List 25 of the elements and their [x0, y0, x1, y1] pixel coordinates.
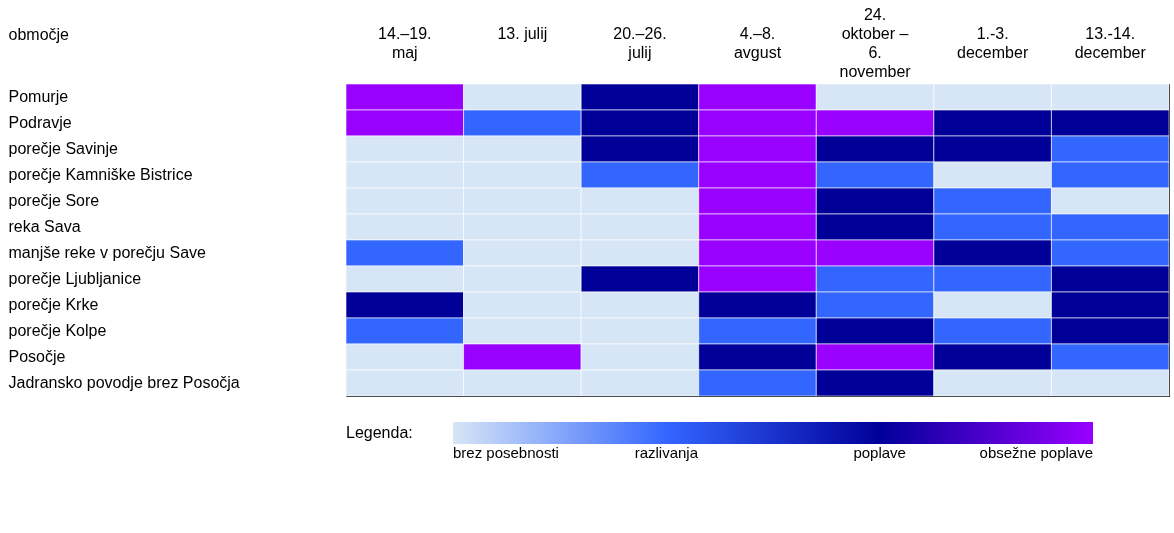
x-tick-label: 24. oktober – 6. november — [839, 5, 912, 80]
y-tick-label: Podravje — [8, 114, 72, 131]
color-bar-label: brez posebnosti — [453, 444, 559, 461]
color-bar-label: poplave — [853, 444, 906, 461]
y-tick-label: Jadransko povodje brez Posočja — [8, 374, 240, 391]
x-tick-label: 13. julij — [497, 24, 548, 42]
y-tick-label: porečje Kolpe — [8, 322, 107, 339]
y-tick-label: porečje Savinje — [8, 140, 118, 157]
y-tick-label: porečje Kamniške Bistrice — [8, 166, 193, 183]
x-tick-label: 13.-14. december — [1074, 24, 1147, 61]
x-tick-label: 14.–19. maj — [378, 24, 432, 61]
y-tick-label: manjše reke v porečju Save — [8, 244, 207, 261]
y-tick-label: porečje Sore — [8, 192, 100, 209]
y-tick-label: Pomurje — [8, 88, 69, 105]
y-tick-label: porečje Ljubljanice — [8, 270, 142, 287]
y-axis-title: območje — [8, 25, 70, 43]
x-tick-label: 1.-3. december — [957, 24, 1029, 61]
y-tick-label: porečje Krke — [8, 296, 99, 313]
x-tick-label: 20.–26. julij — [613, 24, 667, 61]
y-tick-label: Posočje — [8, 348, 66, 365]
y-tick-label: reka Sava — [8, 218, 81, 235]
color-bar-label: obsežne poplave — [979, 444, 1093, 461]
color-bar-label: razlivanja — [634, 444, 699, 461]
x-tick-label: 4.–8. avgust — [733, 24, 782, 61]
color-bar-title: Legenda: — [346, 424, 413, 441]
